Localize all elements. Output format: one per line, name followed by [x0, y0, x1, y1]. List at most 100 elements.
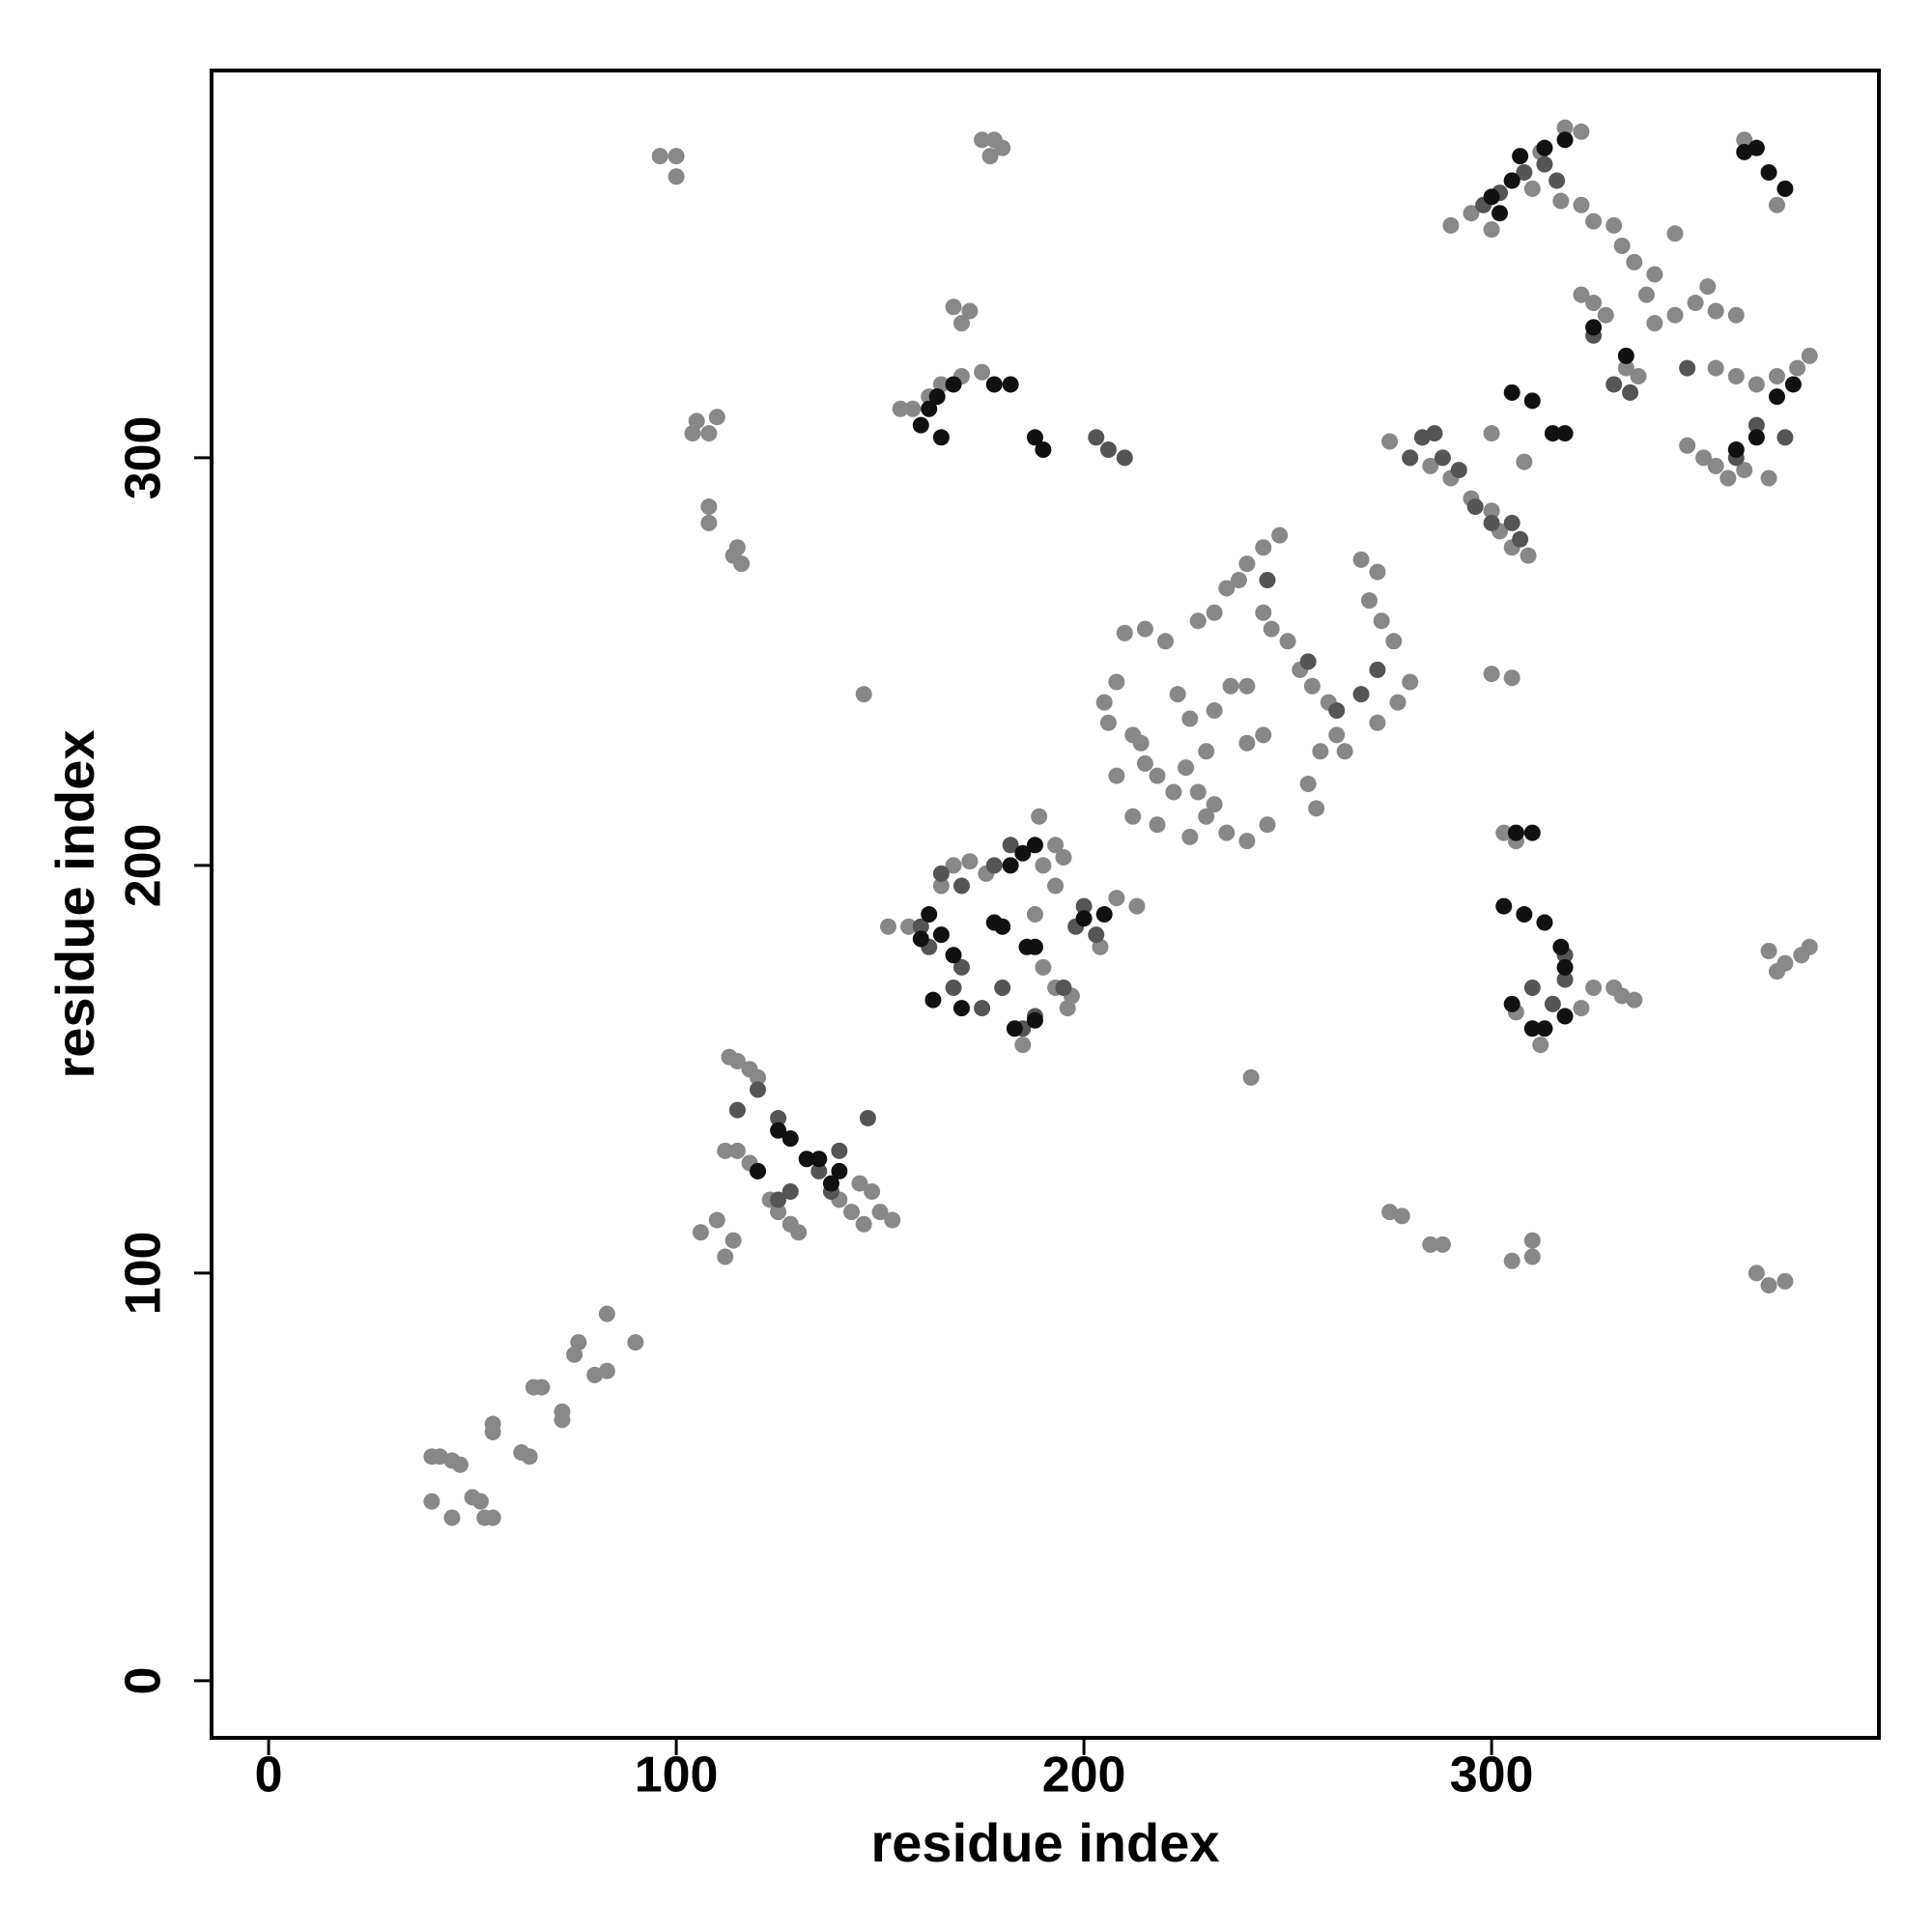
point	[974, 131, 991, 149]
point	[790, 1224, 808, 1241]
point	[1352, 551, 1370, 568]
point	[1523, 392, 1541, 410]
point	[1385, 633, 1403, 650]
point	[1512, 530, 1529, 548]
point	[1532, 1037, 1549, 1054]
point	[533, 1378, 551, 1396]
point	[1492, 205, 1509, 222]
point	[1707, 359, 1724, 377]
point	[1503, 172, 1520, 189]
point	[855, 1215, 872, 1233]
point	[484, 1509, 501, 1526]
point	[1727, 368, 1745, 385]
point	[1002, 857, 1019, 874]
point	[1776, 429, 1794, 446]
point	[1523, 1248, 1541, 1265]
point	[668, 148, 685, 165]
point	[1422, 457, 1439, 474]
y-tick-label: 0	[116, 1666, 172, 1694]
point	[1512, 148, 1529, 165]
point	[1238, 734, 1256, 752]
point	[1169, 686, 1186, 703]
point	[1259, 572, 1276, 589]
point	[1556, 958, 1574, 976]
point	[1369, 563, 1386, 581]
point	[952, 877, 970, 895]
point	[1108, 767, 1125, 784]
point	[945, 947, 962, 964]
point	[1255, 726, 1272, 744]
point	[651, 148, 668, 165]
point	[985, 857, 1003, 874]
point	[728, 1101, 746, 1119]
point	[1055, 980, 1072, 997]
point	[1556, 119, 1574, 136]
point	[1165, 783, 1182, 801]
point	[921, 906, 938, 923]
point	[810, 1151, 828, 1168]
point	[1556, 971, 1574, 988]
point	[1198, 743, 1215, 760]
point	[924, 991, 942, 1009]
point	[904, 400, 922, 417]
point	[864, 1183, 881, 1201]
point	[1075, 910, 1093, 927]
point	[1760, 1277, 1777, 1294]
point	[1255, 604, 1272, 621]
point	[717, 1248, 734, 1265]
point	[1556, 1008, 1574, 1025]
point	[1503, 514, 1520, 531]
point	[521, 1448, 538, 1465]
point	[1002, 376, 1019, 393]
point	[1108, 890, 1125, 907]
point	[985, 914, 1003, 931]
point	[1259, 816, 1276, 834]
point	[985, 376, 1003, 393]
point	[668, 168, 685, 185]
point	[1503, 1252, 1520, 1269]
point	[843, 1204, 861, 1221]
point	[1516, 453, 1533, 470]
point	[1312, 743, 1329, 760]
point	[1520, 547, 1537, 564]
point	[1573, 286, 1590, 303]
point	[1402, 449, 1419, 467]
point	[1483, 666, 1500, 683]
point	[484, 1423, 501, 1440]
point	[945, 298, 962, 316]
point	[1178, 759, 1195, 777]
point	[1666, 225, 1684, 242]
point	[1026, 429, 1043, 446]
point	[810, 1162, 828, 1179]
point	[1523, 824, 1541, 841]
point	[831, 1162, 848, 1179]
point	[932, 865, 950, 882]
point	[1299, 653, 1317, 670]
point	[1002, 837, 1019, 854]
point	[1516, 906, 1533, 923]
point	[1503, 384, 1520, 401]
point	[1389, 694, 1406, 711]
point	[851, 1175, 868, 1192]
point	[1646, 315, 1663, 332]
point	[1047, 877, 1065, 895]
point	[1679, 437, 1696, 454]
point	[1523, 1020, 1541, 1037]
point	[1466, 498, 1484, 516]
point	[1556, 425, 1574, 442]
point	[880, 918, 897, 935]
point	[1679, 359, 1696, 377]
point	[1026, 906, 1043, 923]
point	[1585, 319, 1603, 336]
point	[1695, 449, 1713, 467]
point	[1503, 995, 1520, 1012]
point	[1760, 943, 1777, 960]
point	[1463, 205, 1480, 222]
point	[1018, 938, 1036, 955]
point	[1622, 384, 1639, 401]
point	[1727, 440, 1745, 458]
point	[724, 1232, 742, 1249]
point	[1116, 449, 1133, 467]
point	[1136, 754, 1153, 772]
point	[952, 315, 970, 332]
